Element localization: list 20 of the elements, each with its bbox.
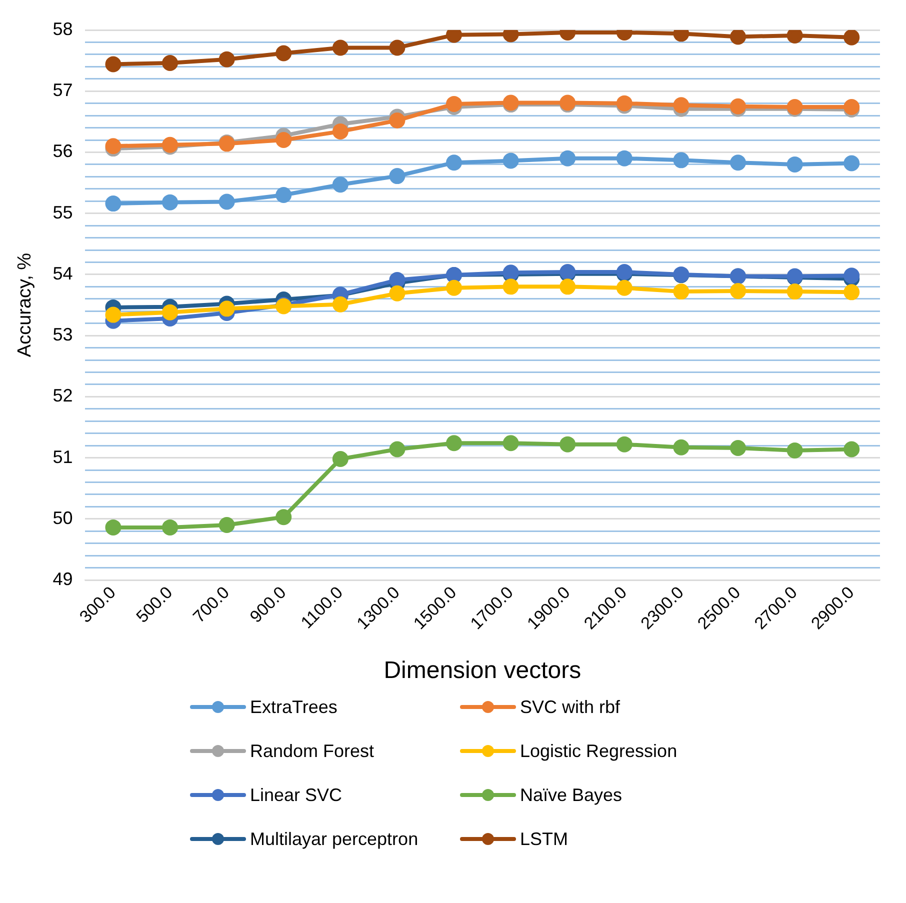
y-tick-label: 49 [52, 568, 73, 589]
legend-label: Linear SVC [250, 784, 342, 806]
legend-label: SVC with rbf [520, 696, 620, 718]
y-tick-label: 50 [52, 508, 73, 528]
y-tick-label: 52 [52, 386, 73, 406]
x-axis-title: Dimension vectors [384, 657, 582, 684]
y-tick-label: 51 [52, 446, 73, 467]
y-tick-label: 57 [52, 80, 73, 100]
legend-label: Multilayar perceptron [250, 828, 418, 850]
legend-label: LSTM [520, 828, 568, 850]
y-tick-label: 54 [52, 263, 73, 284]
y-tick-label: 55 [52, 202, 73, 222]
y-tick-label: 53 [52, 324, 73, 345]
y-axis-title: Accuracy, % [14, 252, 36, 358]
legend-label: Logistic Regression [520, 740, 678, 762]
legend-label: Random Forest [250, 740, 374, 762]
y-tick-label: 56 [52, 141, 73, 162]
legend-label: Naïve Bayes [520, 784, 622, 806]
y-tick-label: 58 [52, 18, 73, 39]
legend-label: ExtraTrees [250, 696, 338, 718]
